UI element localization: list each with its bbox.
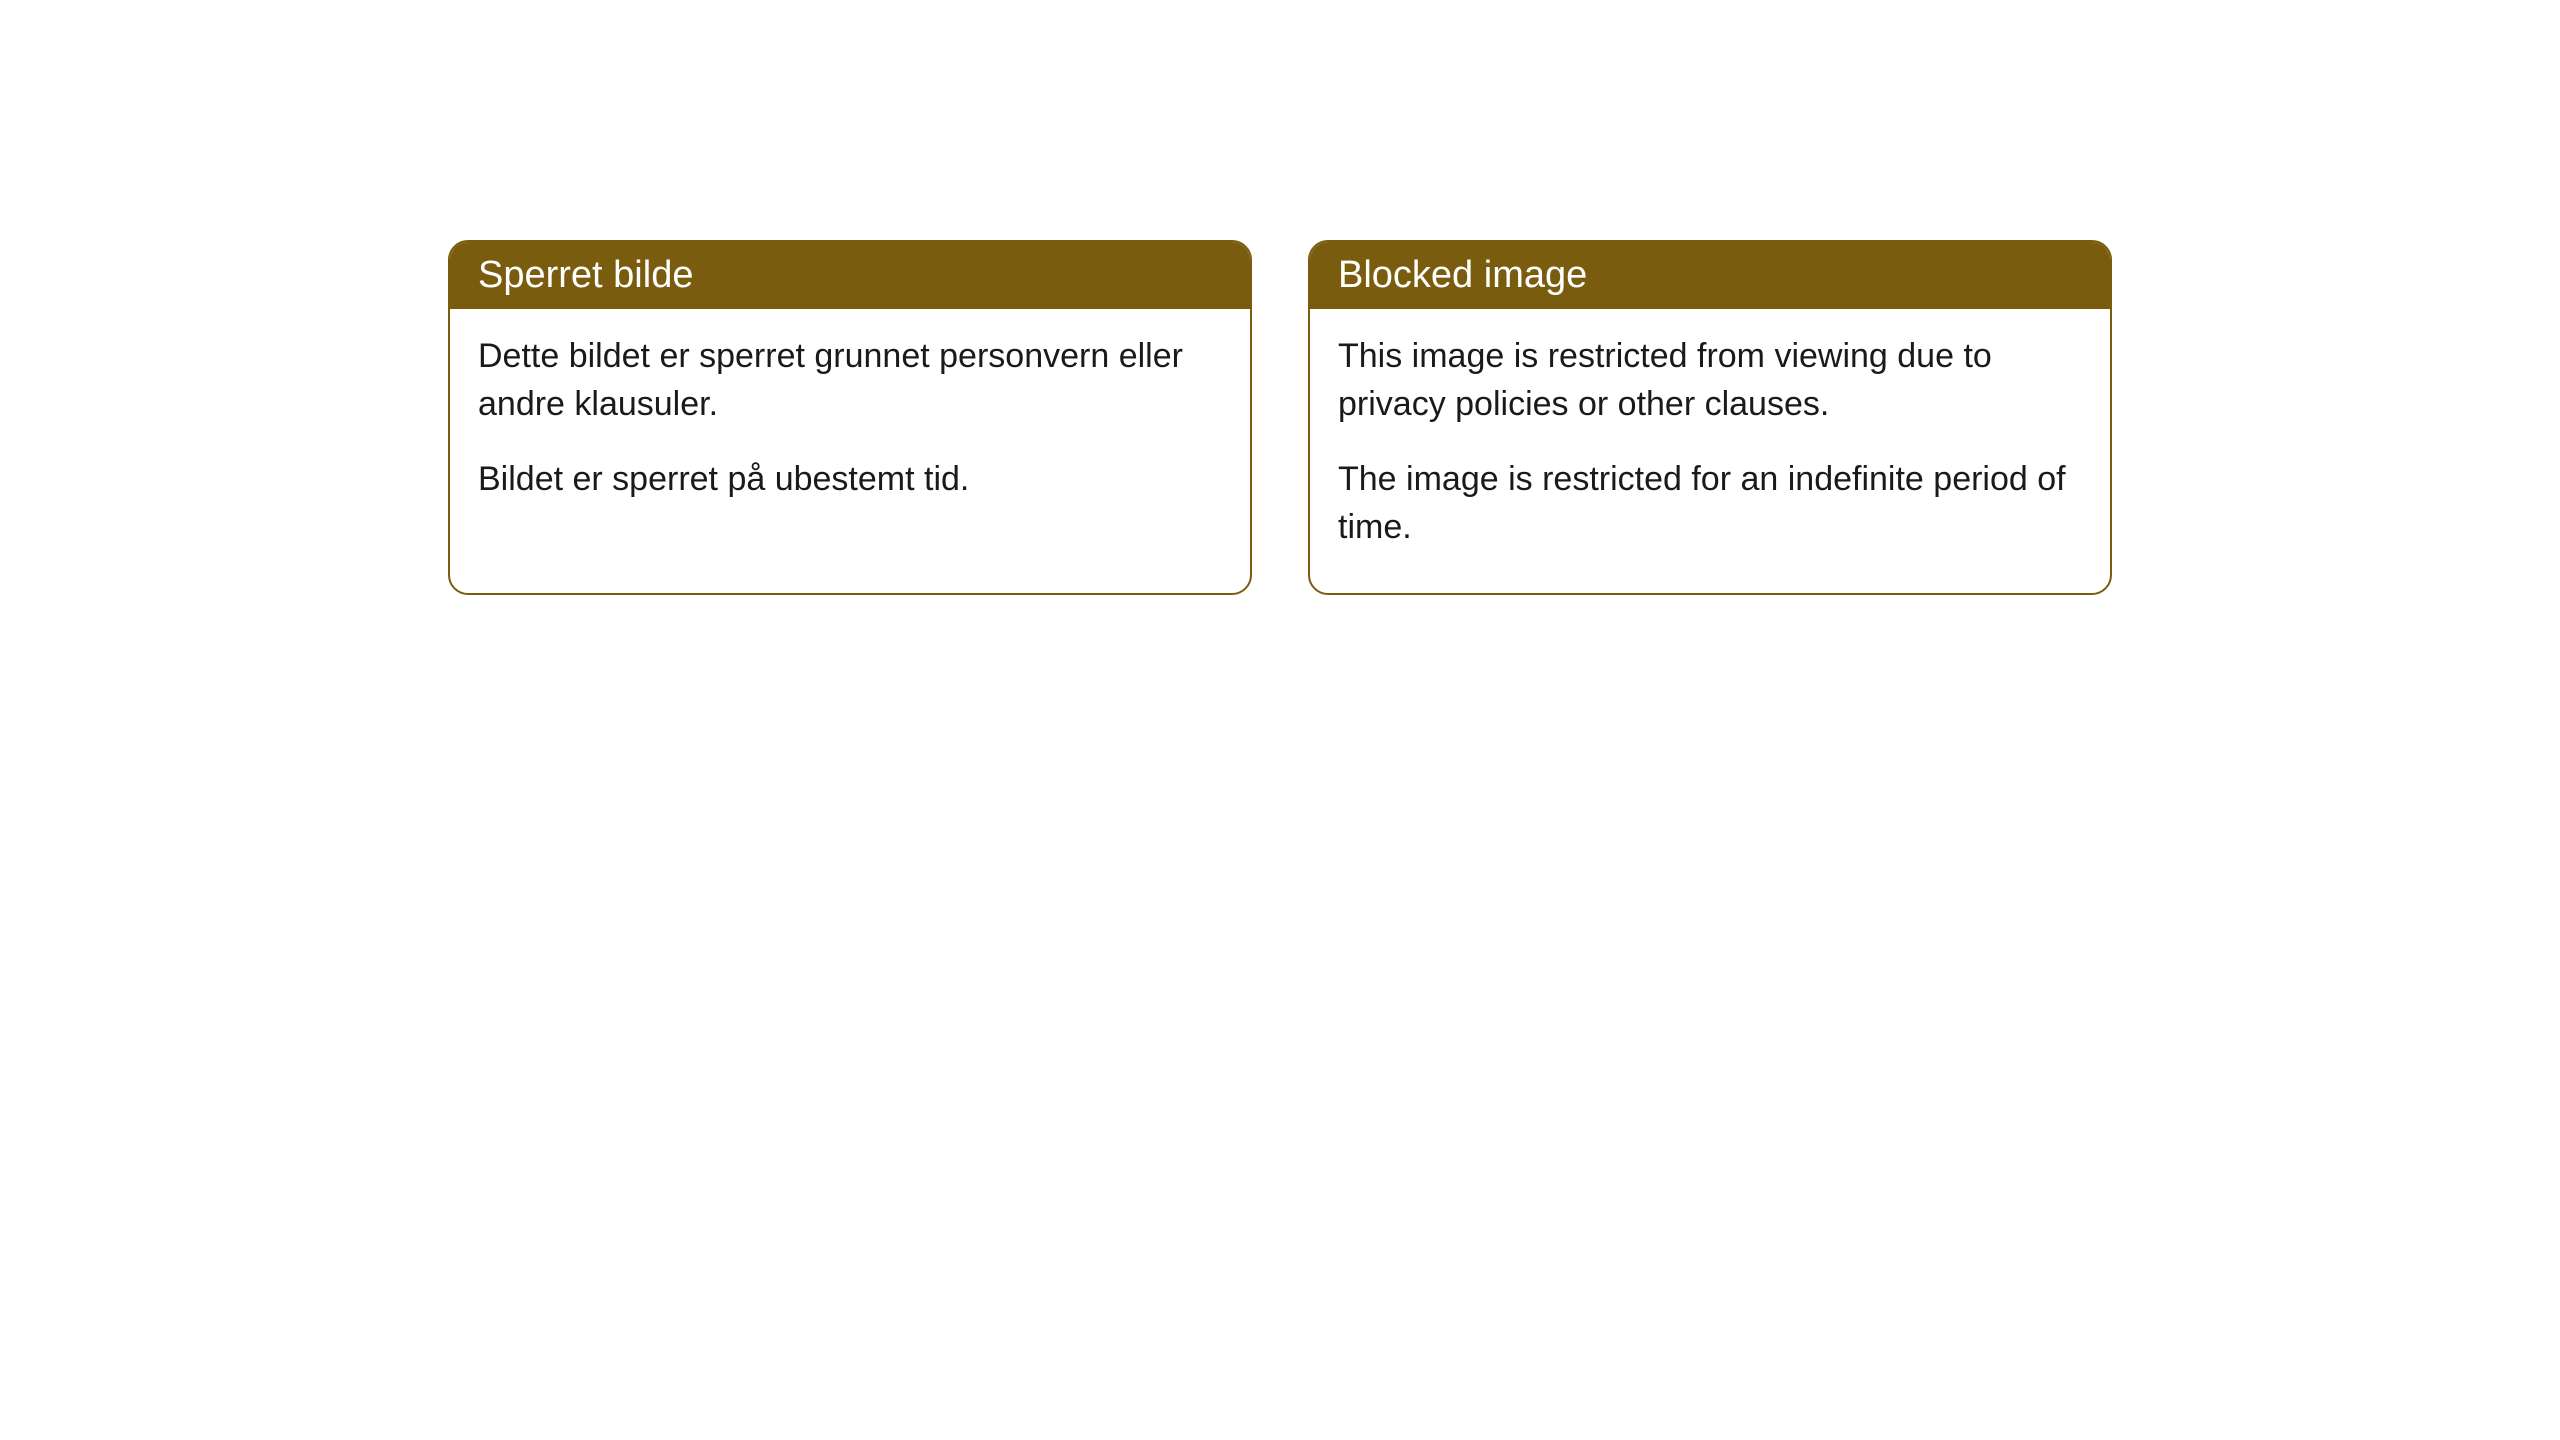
card-english: Blocked image This image is restricted f… xyxy=(1308,240,2112,595)
card-norwegian: Sperret bilde Dette bildet er sperret gr… xyxy=(448,240,1252,595)
card-header-norwegian: Sperret bilde xyxy=(450,242,1250,309)
card-body-english: This image is restricted from viewing du… xyxy=(1310,309,2110,593)
card-header-english: Blocked image xyxy=(1310,242,2110,309)
card-body-norwegian: Dette bildet er sperret grunnet personve… xyxy=(450,309,1250,546)
card-title-english: Blocked image xyxy=(1338,254,1587,296)
card-title-norwegian: Sperret bilde xyxy=(478,254,693,296)
card-paragraph-2-norwegian: Bildet er sperret på ubestemt tid. xyxy=(478,456,1222,504)
card-paragraph-2-english: The image is restricted for an indefinit… xyxy=(1338,456,2082,551)
cards-container: Sperret bilde Dette bildet er sperret gr… xyxy=(0,240,2560,595)
card-paragraph-1-english: This image is restricted from viewing du… xyxy=(1338,333,2082,428)
card-paragraph-1-norwegian: Dette bildet er sperret grunnet personve… xyxy=(478,333,1222,428)
